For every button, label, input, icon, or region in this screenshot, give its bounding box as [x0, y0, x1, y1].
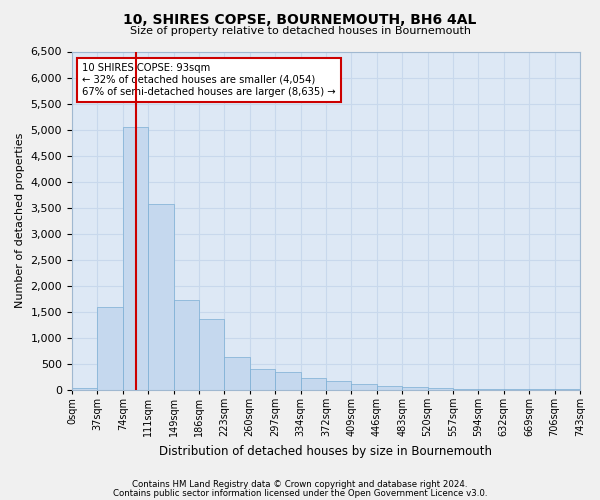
Bar [326, 382, 352, 390]
Text: 10 SHIRES COPSE: 93sqm
← 32% of detached houses are smaller (4,054)
67% of semi-: 10 SHIRES COPSE: 93sqm ← 32% of detached… [82, 64, 335, 96]
Bar [453, 389, 478, 390]
Bar [123, 127, 148, 390]
Text: Contains HM Land Registry data © Crown copyright and database right 2024.: Contains HM Land Registry data © Crown c… [132, 480, 468, 489]
Bar [428, 388, 453, 390]
Bar [275, 372, 301, 390]
Bar [97, 307, 123, 390]
Bar [199, 320, 224, 390]
Bar [224, 358, 250, 390]
Bar [402, 387, 428, 390]
Bar [377, 386, 402, 390]
Text: 10, SHIRES COPSE, BOURNEMOUTH, BH6 4AL: 10, SHIRES COPSE, BOURNEMOUTH, BH6 4AL [124, 12, 476, 26]
Bar [148, 204, 173, 390]
Bar [352, 384, 377, 390]
Bar [301, 378, 326, 390]
Bar [478, 389, 504, 390]
Bar [250, 369, 275, 390]
Bar [173, 300, 199, 390]
Text: Size of property relative to detached houses in Bournemouth: Size of property relative to detached ho… [130, 26, 470, 36]
Y-axis label: Number of detached properties: Number of detached properties [15, 133, 25, 308]
X-axis label: Distribution of detached houses by size in Bournemouth: Distribution of detached houses by size … [160, 444, 493, 458]
Bar [72, 388, 97, 390]
Text: Contains public sector information licensed under the Open Government Licence v3: Contains public sector information licen… [113, 489, 487, 498]
